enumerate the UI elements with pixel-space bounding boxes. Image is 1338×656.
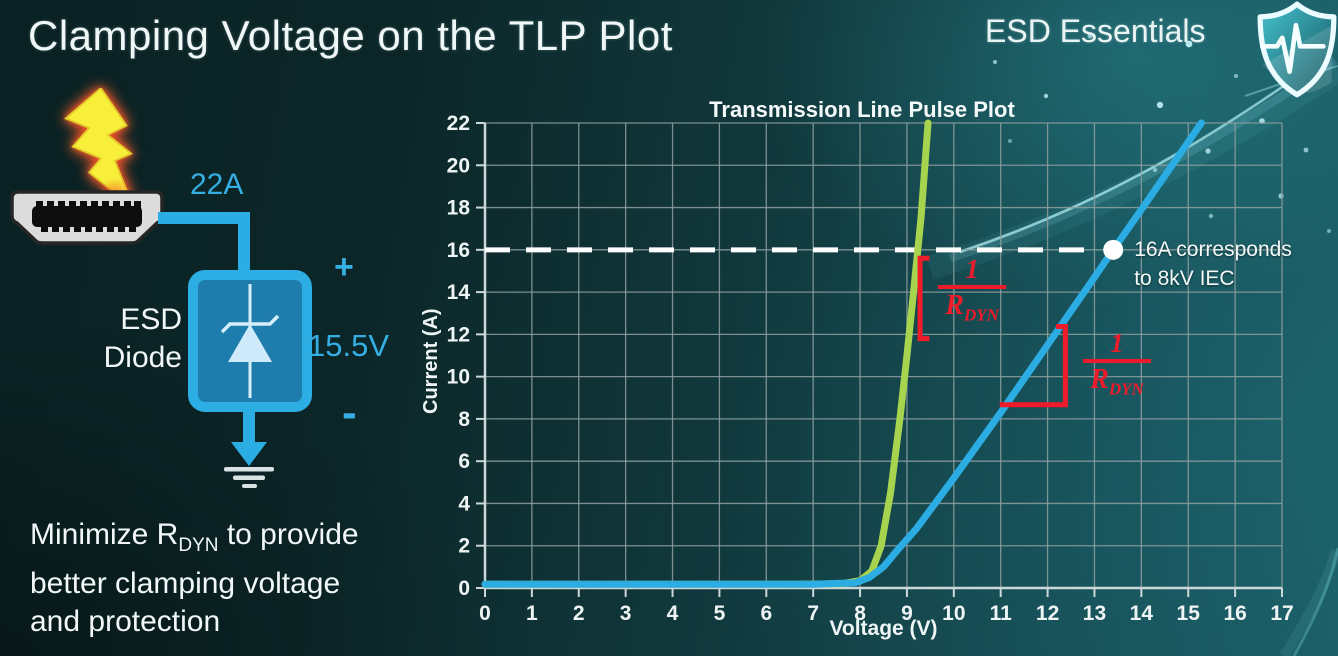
surge-current-label: 22A: [190, 168, 244, 201]
ground-arrow-head: [231, 442, 267, 466]
svg-text:20: 20: [447, 154, 470, 177]
device-label-line2: Diode: [103, 341, 182, 374]
svg-text:10: 10: [942, 602, 965, 625]
hdmi-connector-icon: [10, 190, 164, 245]
fraction-numerator: 1: [965, 254, 979, 285]
rdyn-fraction-blue: 1 RDYN: [1074, 330, 1160, 405]
minus-sign: -: [342, 388, 357, 437]
svg-text:2: 2: [573, 602, 585, 625]
note-line3: and protection: [30, 605, 221, 638]
svg-text:17: 17: [1270, 602, 1293, 625]
svg-text:6: 6: [760, 602, 772, 625]
svg-text:5: 5: [714, 602, 726, 625]
svg-text:0: 0: [458, 577, 470, 600]
wire-vertical: [238, 212, 250, 276]
rdyn-fraction-green: 1 RDYN: [929, 256, 1015, 331]
svg-text:13: 13: [1083, 602, 1106, 625]
ground-arrow-shaft: [243, 408, 255, 444]
note-text: Minimize RDYN to provide better clamping…: [30, 516, 359, 641]
svg-text:8: 8: [458, 408, 470, 431]
y-axis-title: Current (A): [420, 308, 442, 414]
fraction-denominator: RDYN: [945, 290, 999, 325]
svg-text:16: 16: [447, 239, 470, 262]
svg-text:14: 14: [447, 281, 471, 304]
marker-annotation-line2: to 8kV IEC: [1134, 266, 1235, 290]
svg-text:6: 6: [458, 450, 470, 473]
plus-sign: +: [334, 248, 354, 286]
note-line2: better clamping voltage: [30, 567, 341, 600]
svg-text:0: 0: [479, 602, 491, 625]
x-axis-title: Voltage (V): [829, 617, 938, 640]
svg-text:10: 10: [447, 366, 470, 389]
fraction-numerator: 1: [1110, 328, 1124, 359]
svg-text:11: 11: [990, 602, 1013, 625]
page-title: Clamping Voltage on the TLP Plot: [28, 12, 673, 59]
svg-text:1: 1: [526, 602, 538, 625]
clamp-voltage-label: 15.5V: [308, 328, 390, 363]
device-label: ESD Diode: [32, 301, 182, 377]
svg-text:12: 12: [447, 323, 470, 346]
device-label-line1: ESD: [120, 303, 182, 336]
svg-text:14: 14: [1130, 602, 1154, 625]
svg-text:3: 3: [620, 602, 632, 625]
svg-text:22: 22: [447, 112, 470, 135]
fraction-denominator: RDYN: [1090, 364, 1144, 399]
svg-text:15: 15: [1177, 602, 1201, 625]
svg-text:9: 9: [901, 602, 913, 625]
fraction-bar: [938, 285, 1007, 290]
shield-pulse-icon: [1257, 1, 1337, 98]
marker-annotation-line1: 16A corresponds: [1134, 237, 1292, 261]
fraction-bar: [1082, 359, 1151, 364]
svg-text:16: 16: [1223, 602, 1246, 625]
svg-text:8: 8: [854, 602, 866, 625]
note-line1: Minimize RDYN to provide: [30, 518, 359, 556]
svg-text:4: 4: [667, 602, 679, 625]
brand-title: ESD Essentials: [985, 13, 1206, 49]
svg-text:7: 7: [807, 602, 819, 625]
marker-annotation: 16A corresponds to 8kV IEC: [1134, 235, 1292, 293]
wire-horizontal: [158, 212, 250, 224]
svg-text:4: 4: [458, 492, 470, 515]
zener-diode-icon: [188, 270, 312, 412]
ground-icon: [224, 467, 274, 488]
svg-text:12: 12: [1036, 602, 1059, 625]
chart-title: Transmission Line Pulse Plot: [709, 97, 1015, 122]
svg-text:18: 18: [447, 197, 471, 220]
svg-text:2: 2: [458, 535, 470, 558]
